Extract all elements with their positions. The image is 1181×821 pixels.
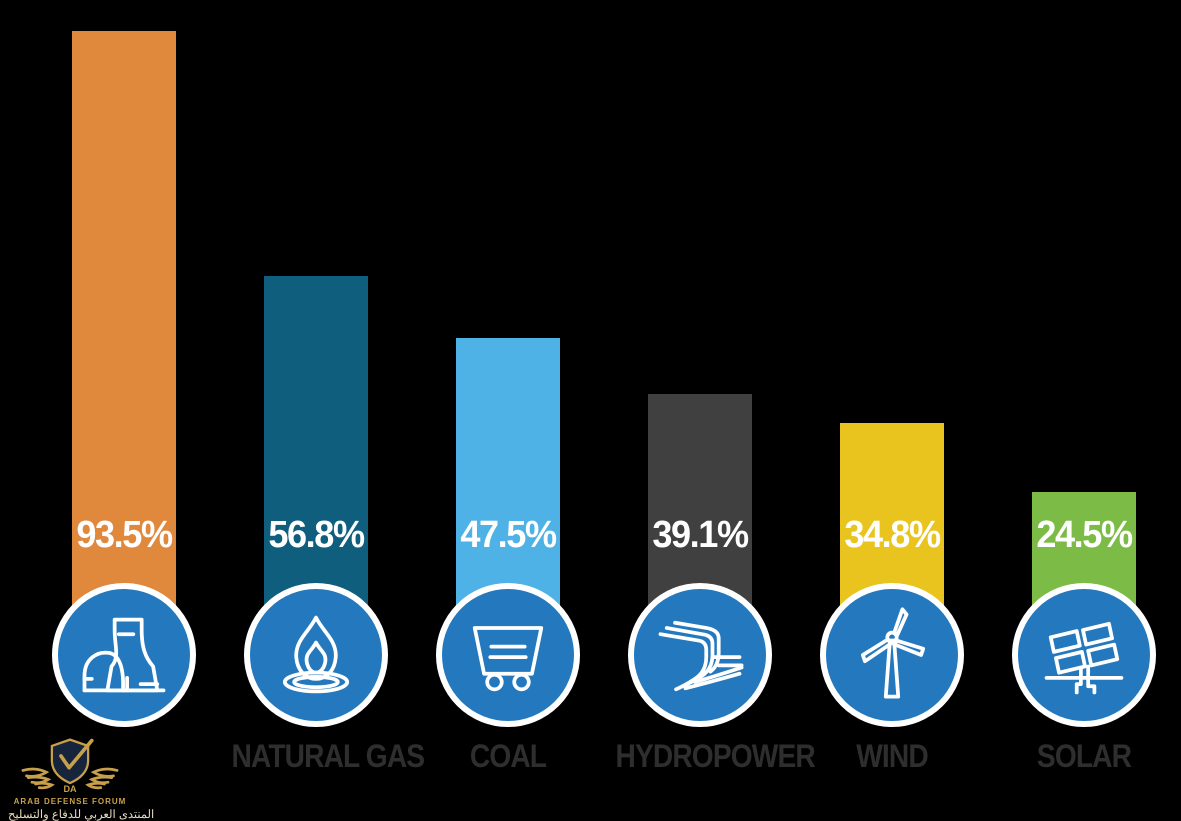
bar [72,31,176,655]
chart-column: 34.8% WIND [796,0,988,820]
gas-flame-icon [282,615,350,694]
category-label: COAL [469,738,547,774]
watermark-monogram: DA [63,784,77,794]
bar-value-label: 34.8% [844,514,941,556]
icon-circle [244,583,388,727]
nuclear-plant-icon [82,617,166,693]
hydro-dam-icon [658,620,744,692]
wind-turbine-icon [861,607,926,699]
solar-panel-icon [1044,621,1124,695]
chart-column: 93.5% [28,0,220,820]
chart-column: 56.8% NATURAL GAS [220,0,426,820]
chart-column: 47.5% COAL [412,0,604,820]
watermark-title: ARAB DEFENSE FORUM [13,797,127,806]
bar-value-label: 39.1% [652,514,749,556]
icon-circle [1012,583,1156,727]
bar-value-label: 24.5% [1036,514,1133,556]
coal-cart-icon [472,626,544,692]
icon-circle [628,583,772,727]
icon-circle [436,583,580,727]
bar-value-label: 56.8% [268,514,365,556]
icon-circle [52,583,196,727]
category-label: SOLAR [1036,738,1132,774]
category-label: WIND [856,738,928,774]
watermark-subtitle: المنتدى العربي للدفاع والتسليح [8,809,155,821]
chart-column: 39.1% HYDROPOWER [604,0,816,820]
category-label: NATURAL GAS [231,738,426,774]
watermark: DA ARAB DEFENSE FORUM المنتدى العربي للد… [8,736,155,821]
watermark-emblem-icon: DA [21,738,119,794]
icon-circle [820,583,964,727]
category-label: HYDROPOWER [615,738,816,774]
bar-value-label: 93.5% [76,514,173,556]
bar-value-label: 47.5% [460,514,557,556]
chart-column: 24.5% SOLAR [988,0,1180,820]
